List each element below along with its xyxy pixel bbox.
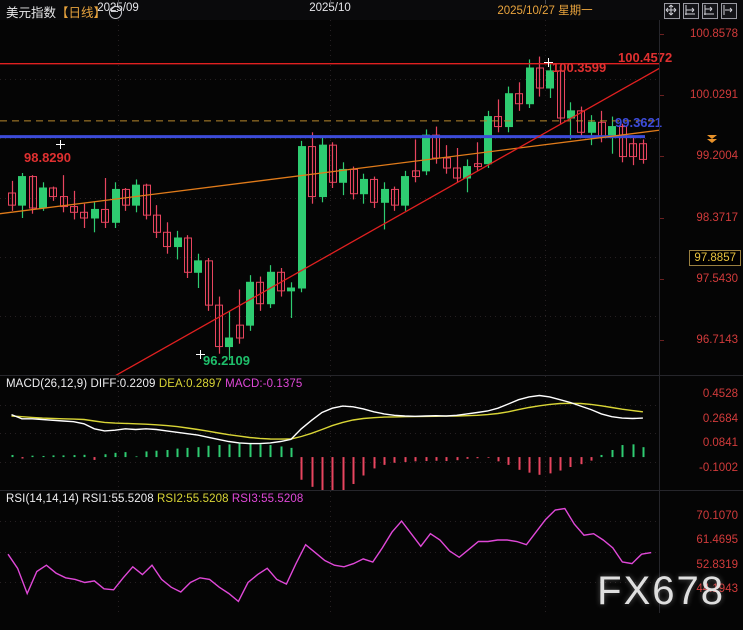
- rsi-indicator-name: RSI(14,14,14): [6, 493, 79, 505]
- price-axis[interactable]: 97.8857 100.8578 100.0291 99.2004 98.3717 97…: [659, 20, 743, 375]
- support-line-label: 99.3621: [615, 115, 662, 130]
- macd-axis: 0.4528 0.2684 0.0841 -0.1002: [659, 376, 743, 491]
- axis-tick: [660, 278, 664, 280]
- price-axis-label: 97.5430: [696, 272, 738, 285]
- axis-tick: [660, 217, 664, 219]
- axis-tick: [660, 34, 664, 35]
- rsi-axis-label: 52.8319: [696, 558, 738, 571]
- measure-right-icon[interactable]: [702, 3, 718, 19]
- rsi-axis-label: 44.1943: [696, 583, 738, 595]
- price-axis-label: 99.2004: [696, 150, 738, 163]
- resistance-marker: [544, 58, 553, 67]
- macd-chart: [0, 376, 660, 491]
- macd-indicator-name: MACD(26,12,9): [6, 378, 88, 390]
- x-axis-label: 2025/10: [309, 2, 351, 14]
- macd-axis-label: -0.1002: [698, 462, 738, 474]
- rsi-axis: 70.1070 61.4695 52.8319 44.1943: [659, 491, 743, 613]
- price-pane[interactable]: 100.3599 100.4572 99.3621 98.8290 96.210…: [0, 20, 743, 375]
- x-axis-tick: [545, 0, 546, 4]
- resistance-line-label: 100.3599: [552, 60, 607, 75]
- axis-tick: [660, 340, 664, 341]
- x-axis-label: 2025/10/27 星期一: [497, 5, 593, 17]
- macd-plot-area[interactable]: [0, 376, 660, 491]
- rsi-axis-label: 70.1070: [696, 510, 738, 522]
- symbol-label: 美元指数: [6, 6, 57, 20]
- rsi-legend: RSI(14,14,14) RSI1:55.5208 RSI2:55.5208 …: [6, 493, 303, 505]
- circle-minus-icon[interactable]: [109, 6, 123, 19]
- price-axis-label: 96.7143: [696, 334, 738, 346]
- macd-hist-value: MACD:-0.1375: [225, 378, 303, 390]
- price-axis-label: 100.0291: [690, 89, 738, 102]
- swing-low-marker: [196, 350, 205, 359]
- swing-high-marker: [56, 140, 65, 149]
- watermark: FX678: [597, 569, 725, 613]
- macd-axis-label: 0.0841: [702, 437, 738, 450]
- page-title: 美元指数【日线】: [6, 2, 123, 21]
- rsi-axis-label: 61.4695: [696, 534, 738, 547]
- macd-pane[interactable]: 0.4528 0.2684 0.0841 -0.1002: [0, 375, 743, 491]
- price-plot-area[interactable]: [0, 20, 660, 375]
- macd-dea-value: DEA:0.2897: [158, 378, 222, 390]
- price-axis-label: 100.8578: [690, 28, 738, 40]
- macd-legend: MACD(26,12,9) DIFF:0.2209 DEA:0.2897 MAC…: [6, 378, 302, 390]
- swing-low-label: 96.2109: [203, 353, 250, 368]
- last-price-badge: 97.8857: [689, 250, 741, 266]
- x-axis-tick: [330, 0, 331, 4]
- rsi2-value: RSI2:55.5208: [157, 493, 229, 505]
- x-axis-label: 2025/09: [97, 2, 139, 14]
- level-arrow-icon: [705, 132, 717, 144]
- jump-to-latest-icon[interactable]: [721, 3, 737, 19]
- chart-toolbar: [664, 3, 737, 19]
- price-axis-label: 98.3717: [696, 211, 738, 224]
- crosshair-move-icon[interactable]: [664, 3, 680, 19]
- rsi-pane[interactable]: 70.1070 61.4695 52.8319 44.1943: [0, 490, 743, 613]
- rsi-plot-area[interactable]: [0, 491, 660, 613]
- macd-diff-value: DIFF:0.2209: [90, 378, 156, 390]
- x-axis-tick: [118, 0, 119, 4]
- macd-axis-label: 0.4528: [702, 388, 738, 400]
- resistance-right-label: 100.4572: [618, 50, 673, 65]
- rsi3-value: RSI3:55.5208: [231, 493, 304, 505]
- axis-tick: [660, 95, 664, 97]
- macd-axis-label: 0.2684: [702, 412, 738, 425]
- rsi1-value: RSI1:55.5208: [82, 493, 154, 505]
- rsi-chart: [0, 491, 660, 612]
- candlestick-chart: [0, 20, 660, 375]
- measure-left-icon[interactable]: [683, 3, 699, 19]
- timeframe-label: 【日线】: [56, 6, 107, 20]
- swing-high-label: 98.8290: [24, 150, 71, 165]
- axis-tick: [660, 156, 664, 158]
- chart-header: 美元指数【日线】: [0, 0, 743, 20]
